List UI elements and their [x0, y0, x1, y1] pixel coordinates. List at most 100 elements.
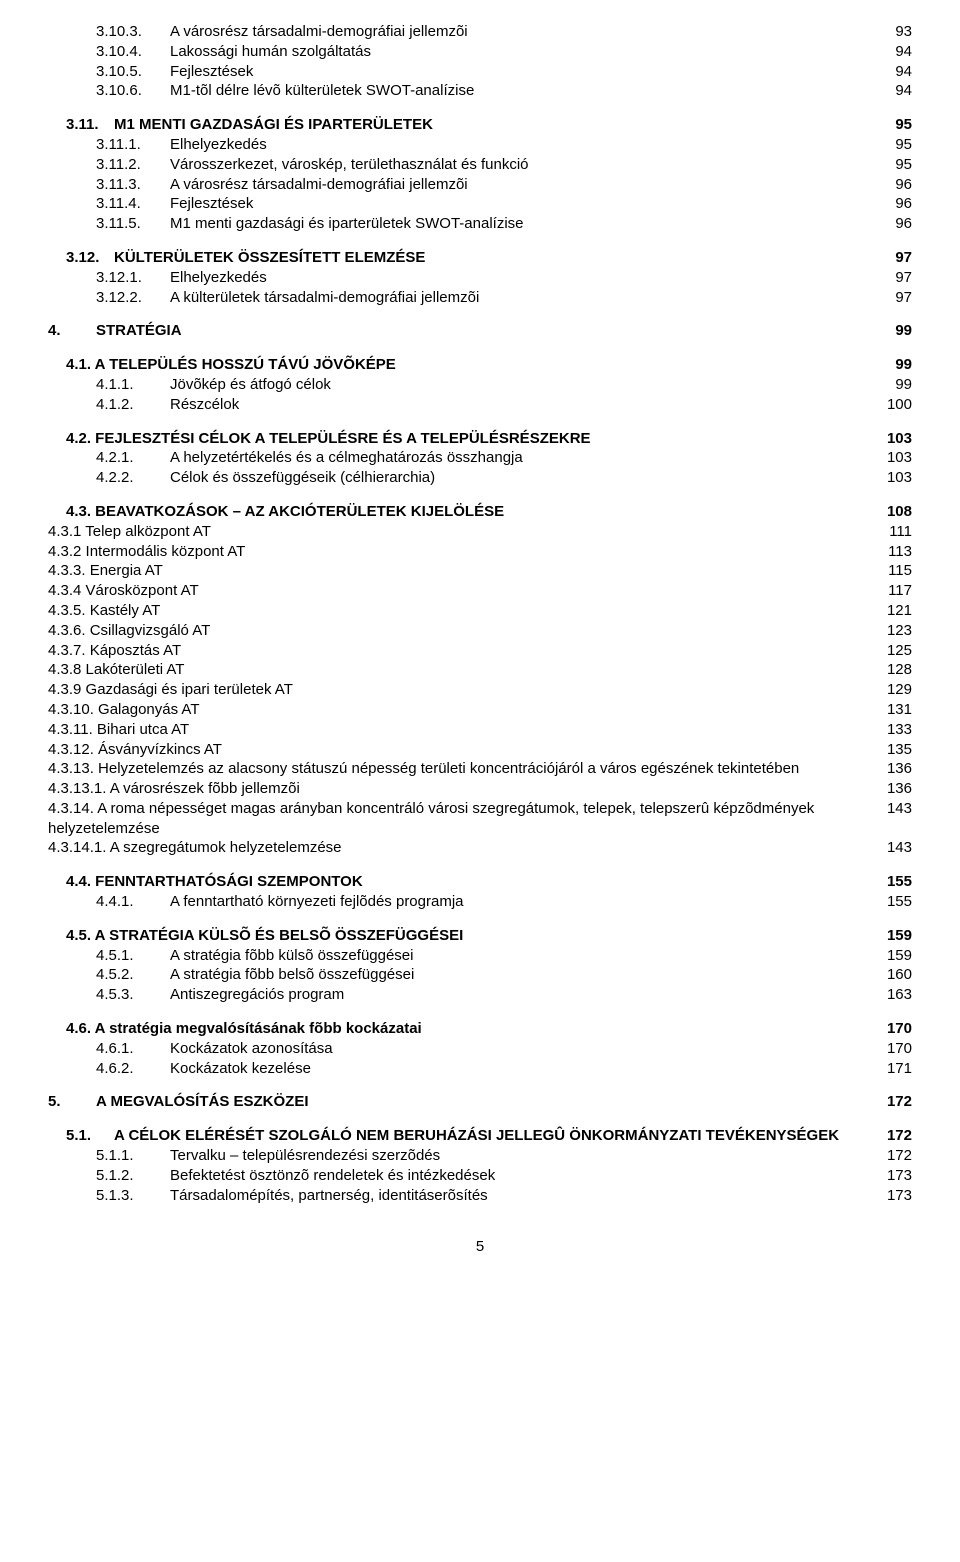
toc-number: 4.2.2.: [48, 468, 170, 488]
toc-number: 3.11.3.: [48, 175, 170, 195]
toc-label: 4.3.1 Telep alközpont AT: [48, 522, 889, 542]
toc-number: 3.12.2.: [48, 288, 170, 308]
toc-page: 170: [887, 1019, 912, 1039]
toc-page: 172: [887, 1146, 912, 1166]
toc-page: 131: [887, 700, 912, 720]
toc-label: 3.10.4.Lakossági humán szolgáltatás: [48, 42, 895, 62]
toc-number: 5.1.1.: [48, 1146, 170, 1166]
toc-page: 128: [887, 660, 912, 680]
toc-title: A fenntartható környezeti fejlõdés progr…: [170, 892, 887, 912]
toc-label: 4.3.4 Városközpont AT: [48, 581, 888, 601]
toc-page: 94: [895, 62, 912, 82]
toc-label: 4.3.2 Intermodális központ AT: [48, 542, 888, 562]
toc-number: 3.10.4.: [48, 42, 170, 62]
toc-row: 4.5.3.Antiszegregációs program163: [48, 985, 912, 1005]
toc-page: 125: [887, 641, 912, 661]
toc-title: 4.3.12. Ásványvízkincs AT: [48, 740, 887, 760]
toc-number: 3.11.: [48, 115, 114, 135]
toc-row: 4.3.2 Intermodális központ AT113: [48, 542, 912, 562]
toc-number: 4.5.3.: [48, 985, 170, 1005]
toc-row: 4.3.12. Ásványvízkincs AT135: [48, 740, 912, 760]
toc-row: 5.A MEGVALÓSÍTÁS ESZKÖZEI172: [48, 1092, 912, 1112]
toc-number: 4.6.2.: [48, 1059, 170, 1079]
toc-page: 96: [895, 214, 912, 234]
toc-page: 103: [887, 468, 912, 488]
toc-label: 4.6.1.Kockázatok azonosítása: [48, 1039, 887, 1059]
toc-row: 4.1. A TELEPÜLÉS HOSSZÚ TÁVÚ JÖVÕKÉPE99: [48, 355, 912, 375]
toc-title: Fejlesztések: [170, 194, 895, 214]
toc-page: 170: [887, 1039, 912, 1059]
toc-row: 4.3.11. Bihari utca AT133: [48, 720, 912, 740]
toc-label: 4.2.2.Célok és összefüggéseik (célhierar…: [48, 468, 887, 488]
toc-row: 4.4.1.A fenntartható környezeti fejlõdés…: [48, 892, 912, 912]
toc-page: 159: [887, 946, 912, 966]
toc-row: 4.5.1.A stratégia fõbb külsõ összefüggés…: [48, 946, 912, 966]
toc-title: A helyzetértékelés és a célmeghatározás …: [170, 448, 887, 468]
toc-label: 5.1.1.Tervalku – településrendezési szer…: [48, 1146, 887, 1166]
toc-label: 4.2. FEJLESZTÉSI CÉLOK A TELEPÜLÉSRE ÉS …: [66, 429, 887, 449]
toc-page: 99: [895, 355, 912, 375]
toc-label: 4.3.6. Csillagvizsgáló AT: [48, 621, 887, 641]
toc-row: 4.3.13.1. A városrészek fõbb jellemzõi13…: [48, 779, 912, 799]
toc-page: 99: [895, 321, 912, 341]
toc-label: 3.11.1.Elhelyezkedés: [48, 135, 895, 155]
toc-title: M1 menti gazdasági és iparterületek SWOT…: [170, 214, 895, 234]
toc-page: 171: [887, 1059, 912, 1079]
toc-title: 4.3.10. Galagonyás AT: [48, 700, 887, 720]
toc-row: 3.11.1.Elhelyezkedés95: [48, 135, 912, 155]
toc-title: Fejlesztések: [170, 62, 895, 82]
toc-label: 4.5.2.A stratégia fõbb belsõ összefüggés…: [48, 965, 887, 985]
toc-row: 3.12.1.Elhelyezkedés97: [48, 268, 912, 288]
toc-label: 3.11.3.A városrész társadalmi-demográfia…: [48, 175, 895, 195]
toc-number: 3.10.3.: [48, 22, 170, 42]
toc-label: 4.6. A stratégia megvalósításának fõbb k…: [66, 1019, 887, 1039]
toc-label: 4.5.3.Antiszegregációs program: [48, 985, 887, 1005]
toc-page: 97: [895, 248, 912, 268]
toc-number: 3.12.: [48, 248, 114, 268]
toc-title: 4.3.14. A roma népességet magas arányban…: [48, 799, 887, 839]
toc-label: 4.5. A STRATÉGIA KÜLSÕ ÉS BELSÕ ÖSSZEFÜG…: [66, 926, 887, 946]
toc-page: 172: [887, 1126, 912, 1146]
toc-label: 4.3.14.1. A szegregátumok helyzetelemzés…: [48, 838, 887, 858]
toc-title: 4.3. BEAVATKOZÁSOK – AZ AKCIÓTERÜLETEK K…: [66, 502, 887, 522]
toc-row: 4.5. A STRATÉGIA KÜLSÕ ÉS BELSÕ ÖSSZEFÜG…: [48, 926, 912, 946]
toc-label: 4.3.7. Káposztás AT: [48, 641, 887, 661]
toc-label: 3.10.3.A városrész társadalmi-demográfia…: [48, 22, 895, 42]
toc-label: 4.STRATÉGIA: [48, 321, 895, 341]
toc-row: 4.3.10. Galagonyás AT131: [48, 700, 912, 720]
toc-row: 4.2.2.Célok és összefüggéseik (célhierar…: [48, 468, 912, 488]
toc-row: 5.1.3.Társadalomépítés, partnerség, iden…: [48, 1186, 912, 1206]
toc-title: 4.6. A stratégia megvalósításának fõbb k…: [66, 1019, 887, 1039]
toc-label: 4.3.9 Gazdasági és ipari területek AT: [48, 680, 887, 700]
toc-row: 4.3. BEAVATKOZÁSOK – AZ AKCIÓTERÜLETEK K…: [48, 502, 912, 522]
toc-page: 103: [887, 448, 912, 468]
toc-row: 3.11.4.Fejlesztések96: [48, 194, 912, 214]
toc-row: 3.11.5.M1 menti gazdasági és iparterület…: [48, 214, 912, 234]
toc-label: 4.3.5. Kastély AT: [48, 601, 887, 621]
toc-page: 108: [887, 502, 912, 522]
toc-page: 136: [887, 759, 912, 779]
toc-title: 4.4. FENNTARTHATÓSÁGI SZEMPONTOK: [66, 872, 887, 892]
toc-title: Jövõkép és átfogó célok: [170, 375, 895, 395]
toc-row: 4.6. A stratégia megvalósításának fõbb k…: [48, 1019, 912, 1039]
toc-page: 113: [888, 542, 912, 562]
toc-label: 4.3.13.1. A városrészek fõbb jellemzõi: [48, 779, 887, 799]
toc-label: 4.3.13. Helyzetelemzés az alacsony státu…: [48, 759, 887, 779]
toc-row: 5.1.1.Tervalku – településrendezési szer…: [48, 1146, 912, 1166]
toc-row: 4.5.2.A stratégia fõbb belsõ összefüggés…: [48, 965, 912, 985]
toc-number: 4.4.1.: [48, 892, 170, 912]
toc-row: 4.1.1.Jövõkép és átfogó célok99: [48, 375, 912, 395]
toc-row: 4.3.9 Gazdasági és ipari területek AT129: [48, 680, 912, 700]
toc-title: A városrész társadalmi-demográfiai jelle…: [170, 22, 895, 42]
toc-title: Tervalku – településrendezési szerzõdés: [170, 1146, 887, 1166]
toc-number: 4.6.1.: [48, 1039, 170, 1059]
toc-row: 3.10.5.Fejlesztések94: [48, 62, 912, 82]
toc-title: 4.3.1 Telep alközpont AT: [48, 522, 889, 542]
toc-page: 133: [887, 720, 912, 740]
toc-row: 4.3.14. A roma népességet magas arányban…: [48, 799, 912, 839]
toc-page: 97: [895, 288, 912, 308]
toc-label: 4.3.3. Energia AT: [48, 561, 888, 581]
toc-number: 3.11.4.: [48, 194, 170, 214]
toc-page: 95: [895, 115, 912, 135]
toc-number: 3.11.2.: [48, 155, 170, 175]
